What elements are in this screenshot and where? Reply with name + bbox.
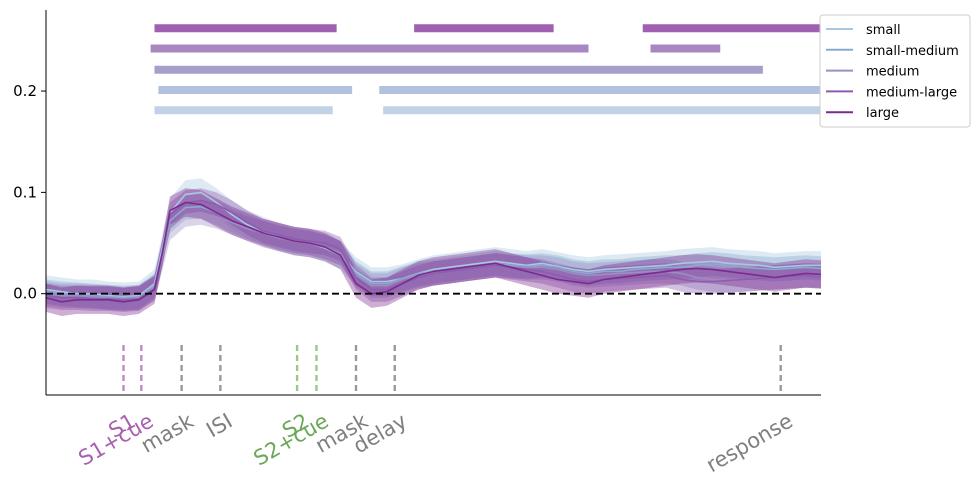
legend-label-small-medium: small-medium: [866, 44, 959, 59]
legend: small small-medium medium medium-large large: [819, 14, 971, 128]
significance-bars: [150, 24, 821, 115]
legend-label-medium: medium: [866, 65, 919, 80]
y-tick-label-0: 0.0: [13, 285, 37, 303]
y-tick-label-2: 0.2: [13, 82, 37, 100]
axes: 0.0 0.1 0.2: [13, 10, 821, 396]
y-tick-label-1: 0.1: [13, 183, 37, 201]
event-label-3: ISI: [202, 409, 236, 443]
series-line-large: [45, 201, 822, 303]
event-label-8: response: [702, 409, 797, 477]
legend-box: [819, 14, 971, 128]
legend-label-medium-large: medium-large: [866, 85, 957, 100]
confidence-band-medium: [46, 200, 821, 311]
legend-label-small: small: [866, 23, 901, 38]
legend-label-large: large: [866, 106, 899, 121]
series-line-medium: [45, 211, 821, 300]
series-lines: [45, 191, 822, 303]
